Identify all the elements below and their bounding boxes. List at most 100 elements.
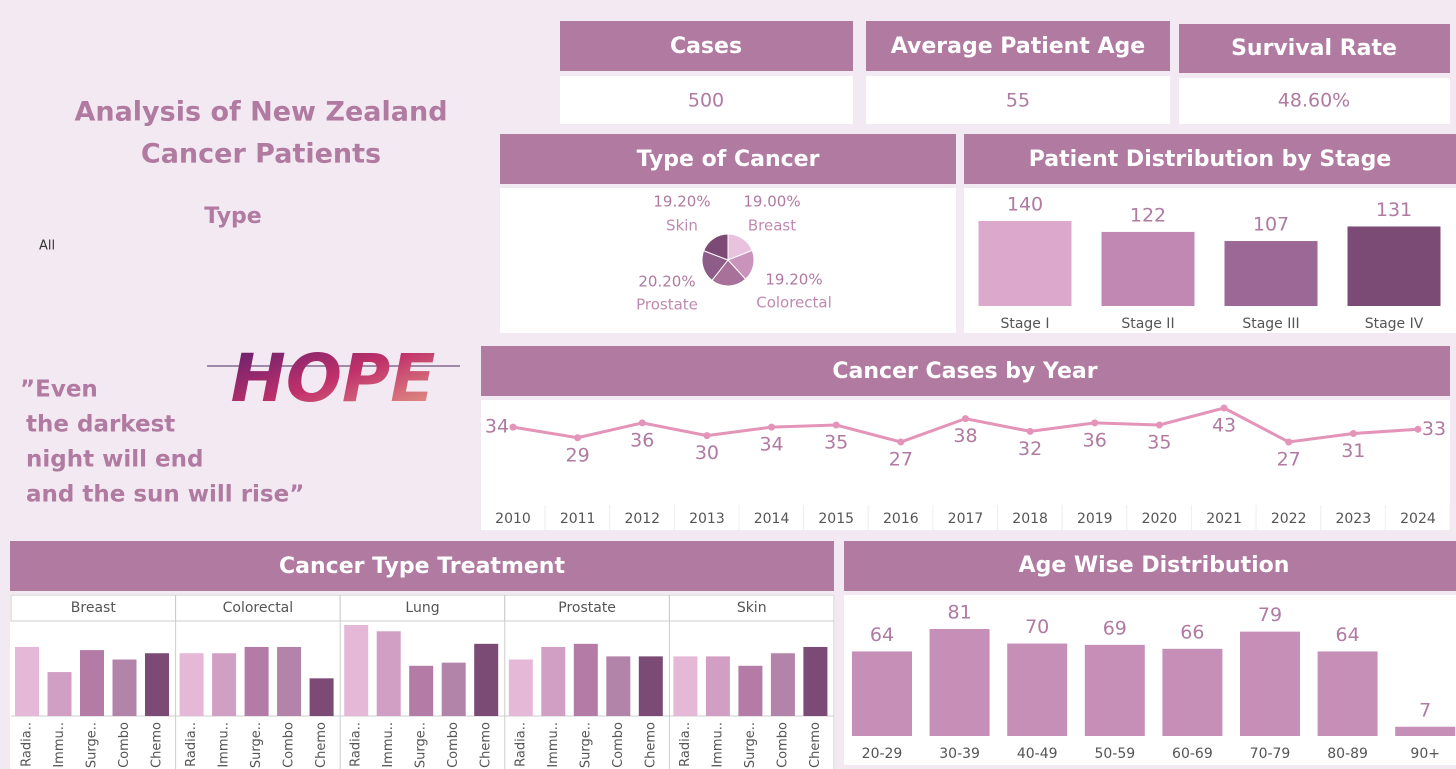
x-tick-label: Radia.. — [349, 722, 364, 767]
x-tick-label: Chemo — [643, 722, 658, 768]
chart-title: Type of Cancer — [637, 147, 820, 172]
pie-category-label: Skin — [666, 217, 698, 235]
x-tick-label: Surge.. — [85, 722, 100, 768]
point — [638, 419, 646, 427]
point — [832, 421, 840, 429]
x-tick-label: Surge.. — [578, 722, 593, 768]
facet-label: Skin — [737, 600, 767, 616]
panel-header — [844, 541, 1456, 591]
kpi-header — [560, 21, 853, 71]
point — [1285, 438, 1293, 446]
point — [1349, 430, 1357, 437]
data-label: 79 — [1258, 604, 1282, 626]
bar — [1101, 231, 1195, 306]
x-tick-label: 2013 — [689, 511, 725, 527]
kpi-header — [866, 21, 1170, 71]
x-tick-label: Stage I — [1000, 316, 1049, 332]
bar — [852, 651, 912, 736]
kpi-value: 500 — [688, 90, 724, 112]
bar — [1347, 226, 1441, 306]
facet-label: Lung — [405, 600, 439, 616]
x-tick-label: 2010 — [495, 511, 531, 527]
point — [768, 423, 776, 431]
pie-value-label: 19.20% — [653, 193, 710, 211]
data-label: 36 — [1083, 429, 1107, 451]
x-tick-label: Immu.. — [546, 722, 561, 768]
x-tick-label: 2011 — [560, 511, 596, 527]
page-title: Analysis of New Zealand — [74, 97, 447, 128]
point — [703, 432, 711, 440]
bar — [277, 646, 302, 716]
logo: HOPE — [231, 340, 436, 417]
x-tick-label: 30-39 — [939, 746, 980, 762]
bar — [673, 656, 698, 716]
x-tick-label: 70-79 — [1250, 746, 1291, 762]
x-tick-label: Stage III — [1242, 316, 1299, 332]
x-tick-label: Chemo — [314, 722, 329, 768]
page-title: Cancer Patients — [141, 139, 381, 170]
point — [1414, 425, 1422, 433]
x-tick-label: 2019 — [1077, 511, 1113, 527]
x-tick-label: 40-49 — [1017, 746, 1058, 762]
data-label: 107 — [1253, 214, 1289, 236]
facet-label: Breast — [71, 600, 117, 616]
panel-header — [10, 541, 834, 591]
kpi-value: 48.60% — [1278, 90, 1350, 112]
data-label: 35 — [1147, 432, 1171, 454]
x-tick-label: Radia.. — [20, 722, 35, 767]
data-label: 64 — [870, 624, 894, 646]
bar — [638, 656, 663, 716]
bar — [212, 653, 237, 716]
x-tick-label: Immu.. — [381, 722, 396, 768]
x-tick-label: Surge.. — [414, 722, 429, 768]
x-tick-label: 80-89 — [1327, 746, 1368, 762]
x-tick-label: 60-69 — [1172, 746, 1213, 762]
x-tick-label: 2014 — [754, 511, 790, 527]
bar — [573, 643, 598, 716]
pie-value-label: 19.00% — [743, 193, 800, 211]
x-tick-label: 2012 — [624, 511, 660, 527]
x-tick-label: 2024 — [1400, 511, 1436, 527]
data-label: 30 — [695, 442, 719, 464]
bar — [80, 650, 104, 716]
chart-title: Age Wise Distribution — [1019, 553, 1290, 578]
chart-title: Cancer Cases by Year — [832, 359, 1097, 384]
point — [574, 434, 582, 442]
filter-label: Type — [204, 204, 261, 229]
x-tick-label: 2020 — [1142, 511, 1178, 527]
bar — [803, 646, 828, 716]
bar — [145, 653, 169, 716]
x-tick-label: Combo — [611, 722, 626, 768]
filter-value[interactable]: All — [39, 239, 55, 254]
x-tick-label: Chemo — [150, 722, 165, 768]
panel-header — [964, 134, 1456, 184]
bar — [344, 625, 369, 716]
x-tick-label: 2016 — [883, 511, 919, 527]
facet-header — [504, 594, 670, 622]
x-tick-label: Radia.. — [513, 722, 528, 767]
x-tick-label: 2023 — [1335, 511, 1371, 527]
panel-header — [500, 134, 956, 184]
bar — [244, 646, 269, 716]
x-tick-label: 2015 — [818, 511, 854, 527]
bar — [376, 631, 401, 716]
x-tick-label: 90+ — [1410, 746, 1440, 762]
data-label: 38 — [953, 425, 977, 447]
data-label: 7 — [1419, 699, 1431, 721]
kpi-header — [1179, 24, 1450, 73]
data-label: 27 — [1277, 449, 1301, 471]
data-label: 122 — [1130, 204, 1166, 226]
x-tick-label: Chemo — [808, 722, 823, 768]
kpi-label: Cases — [670, 34, 742, 59]
x-tick-label: Stage II — [1121, 316, 1174, 332]
x-tick-label: Chemo — [479, 722, 494, 768]
pie-value-label: 19.20% — [765, 271, 822, 289]
treatment-area: Breast Radia.. Immu.. Surge.. Combo Chemo Colo… — [10, 594, 835, 769]
point — [961, 415, 969, 423]
panel-header — [481, 346, 1450, 396]
kpi-label: Average Patient Age — [891, 34, 1145, 59]
facet-label: Colorectal — [223, 600, 294, 616]
point — [509, 423, 517, 431]
